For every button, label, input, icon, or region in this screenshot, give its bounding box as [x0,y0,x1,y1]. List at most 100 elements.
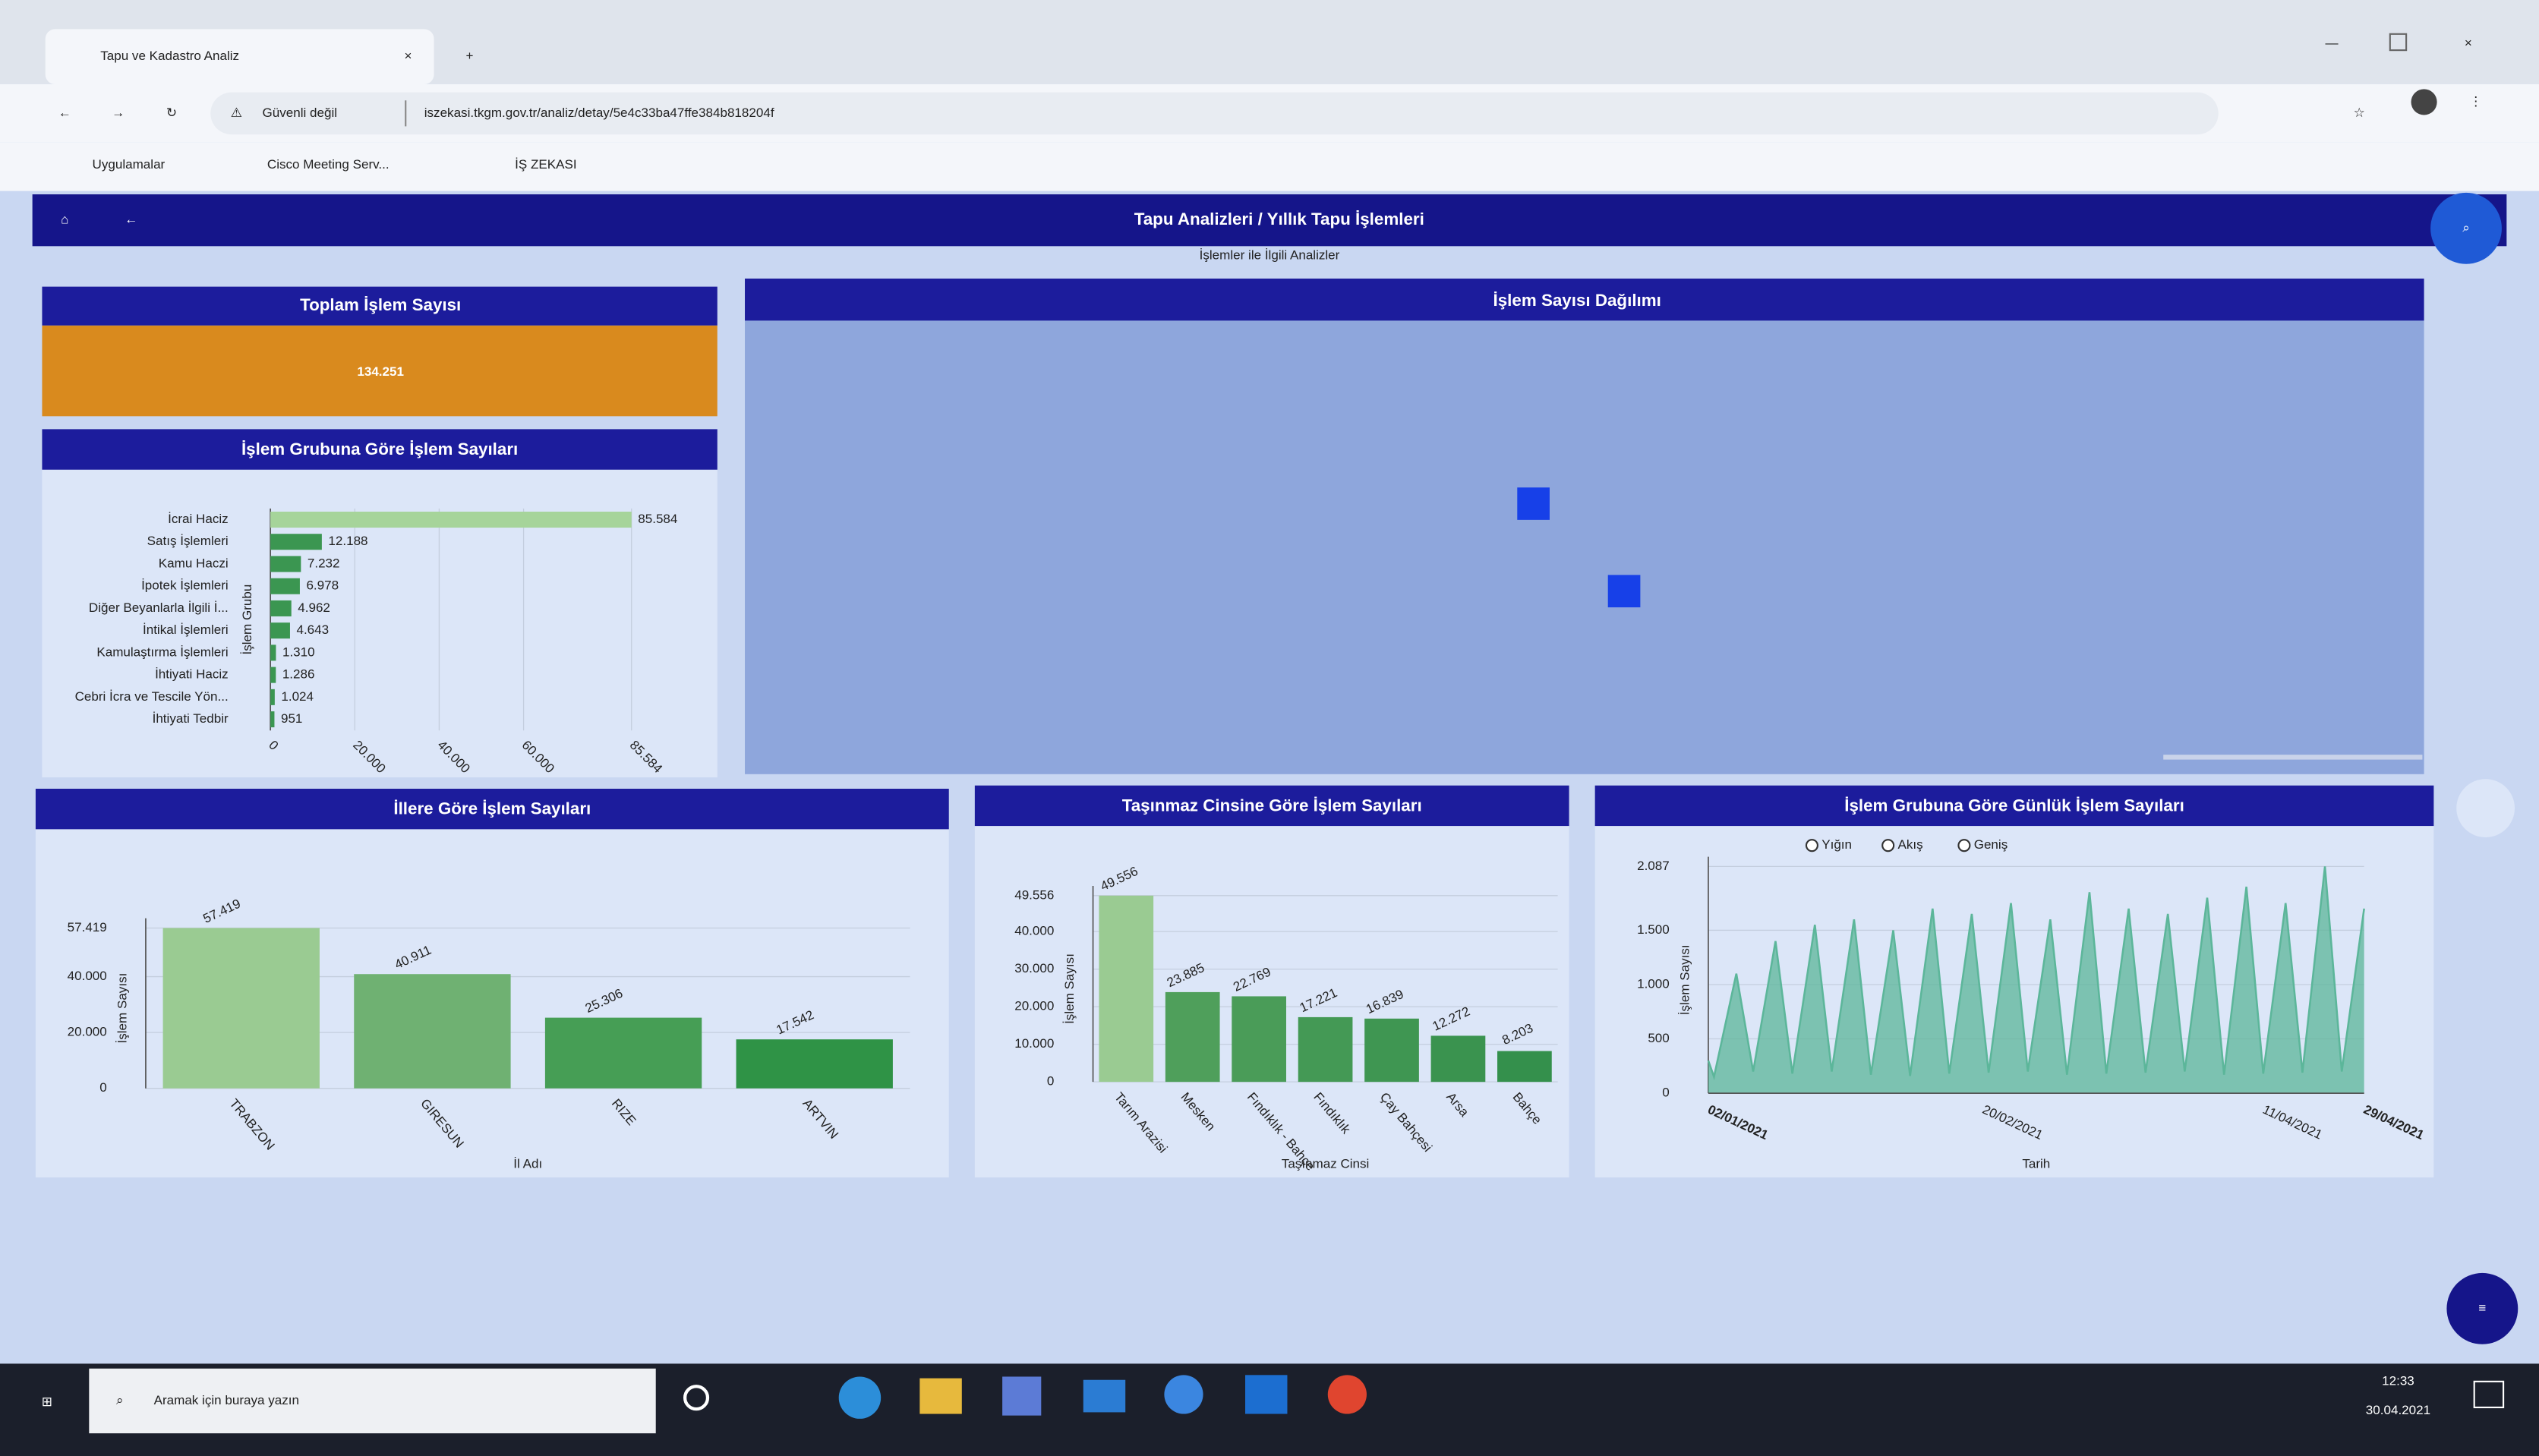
bar[interactable] [1232,996,1286,1083]
bar[interactable] [544,1017,702,1089]
bar[interactable] [270,512,632,528]
separator [405,100,407,127]
app-photos[interactable] [1245,1375,1288,1414]
y-axis-label: İşlem Grubu [240,585,254,655]
bar[interactable] [354,974,511,1089]
app-teams[interactable] [1164,1375,1203,1414]
bar[interactable] [270,534,322,550]
area-line [1707,866,2365,1081]
map-cell[interactable] [1607,575,1641,608]
y-tick-label: 40.000 [1014,924,1054,938]
y-tick-label: 2.087 [1637,859,1670,873]
legend-radio[interactable] [1805,839,1818,852]
close-window[interactable]: × [2465,36,2472,50]
x-axis-label: İl Adı [513,1156,542,1171]
clock-date[interactable]: 30.04.2021 [2366,1403,2430,1417]
y-tick-label: 1.500 [1637,922,1670,937]
forward-button[interactable]: → [112,106,125,120]
tab-close[interactable]: × [404,49,412,63]
app-edge[interactable] [838,1376,882,1419]
y-tick-label: 0 [1662,1086,1669,1100]
bar[interactable] [1430,1035,1486,1083]
bar[interactable] [162,928,320,1089]
map-area[interactable] [745,320,2424,774]
y-tick-label: 500 [1648,1031,1669,1045]
search-button[interactable] [2430,192,2502,264]
bar[interactable] [270,689,275,705]
value-label: 951 [281,711,302,726]
legend-radio[interactable] [1957,839,1971,852]
x-axis-label: Tarih [2022,1156,2050,1171]
bookmark-star[interactable]: ☆ [2354,106,2365,120]
panel-header [1594,785,2434,827]
profile-icon[interactable] [2411,89,2437,115]
back-button[interactable]: ← [58,106,71,120]
tab[interactable] [45,29,434,84]
maximize[interactable] [2389,33,2408,52]
bar[interactable] [270,556,301,572]
bar[interactable] [270,622,290,639]
bar[interactable] [270,578,300,594]
y-axis-label: İşlem Sayısı [115,973,130,1044]
clock-time[interactable]: 12:33 [2382,1373,2414,1388]
search-glass: ⌕ [116,1393,124,1407]
bar[interactable] [270,600,292,616]
taskbar-search-text: Aramak için buraya yazın [154,1393,299,1407]
y-tick-label: 1.000 [1637,976,1670,991]
y-tick-label: 57.419 [68,920,107,934]
chart-title: İşlem Grubuna Göre Günlük İşlem Sayıları [1844,796,2184,815]
bar[interactable] [736,1039,893,1089]
y-tick-label: 20.000 [68,1025,107,1039]
y-tick-label: Satış İşlemleri [147,534,229,548]
map-cell[interactable] [1517,487,1550,520]
bar[interactable] [1099,895,1154,1083]
bar[interactable] [1364,1018,1419,1083]
y-axis-label: İşlem Sayısı [1678,944,1692,1015]
back-nav[interactable]: ← [125,213,137,227]
minimize[interactable]: — [2325,36,2339,50]
y-tick-label: İhtiyati Haciz [155,667,229,682]
value-label: 6.978 [306,578,339,593]
bar[interactable] [1165,991,1220,1083]
app-explorer[interactable] [919,1378,962,1414]
app-mail[interactable] [1083,1379,1126,1413]
bar[interactable] [1497,1051,1552,1083]
legend-radio[interactable] [1881,839,1895,852]
cortana[interactable] [683,1385,710,1411]
start-button[interactable]: ⊞ [42,1395,52,1409]
taskbar-search[interactable] [89,1368,656,1434]
y-tick-label: Diğer Beyanlarla İlgili İ... [89,600,229,615]
y-axis-label: İşlem Sayısı [1062,953,1077,1024]
app-store[interactable] [1002,1376,1042,1416]
bar[interactable] [270,711,275,728]
chart-title: Taşınmaz Cinsine Göre İşlem Sayıları [1122,796,1422,815]
kpi-header [42,286,718,326]
address-bar[interactable] [210,92,2219,135]
bar[interactable] [1298,1016,1353,1083]
app-chrome[interactable] [1327,1375,1367,1414]
reload-button[interactable]: ↻ [166,106,177,120]
bookmark[interactable]: İŞ ZEKASI [515,157,576,172]
fab-menu[interactable] [2446,1272,2518,1344]
home-button[interactable]: ⌂ [61,213,68,227]
bookmark[interactable]: Uygulamalar [93,157,166,172]
bar[interactable] [270,667,276,683]
notifications[interactable] [2473,1380,2505,1409]
bar[interactable] [270,644,276,661]
chat-button[interactable] [2456,779,2515,838]
legend-option[interactable]: Yığın [1821,837,1852,852]
value-label: 12.188 [328,534,367,548]
menu-button[interactable]: ⋮ [2469,94,2482,109]
new-tab[interactable]: + [465,49,473,63]
panel-header [35,789,949,830]
chart-title: İşlem Grubuna Göre İşlem Sayıları [241,440,518,459]
scrollbar[interactable] [2163,755,2423,760]
bookmark[interactable]: Cisco Meeting Serv... [267,157,390,172]
chart-title: İllere Göre İşlem Sayıları [393,799,591,818]
y-tick-label: 10.000 [1014,1036,1054,1051]
legend-option[interactable]: Geniş [1974,837,2008,852]
y-tick-label: 0 [99,1080,106,1095]
tab-title: Tapu ve Kadastro Analiz [100,49,239,63]
legend-option[interactable]: Akış [1897,837,1922,852]
